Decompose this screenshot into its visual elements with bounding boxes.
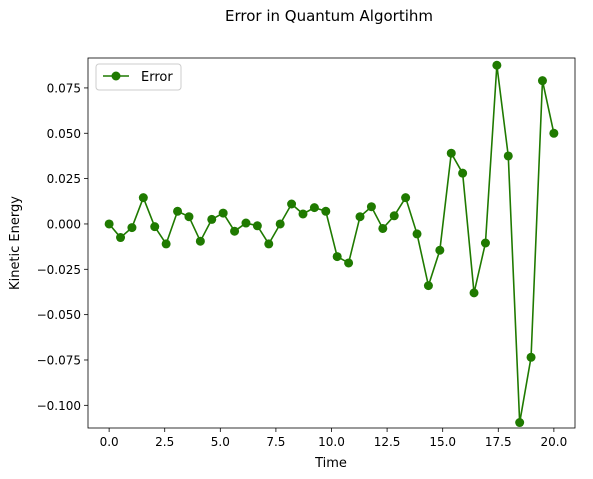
legend: Error xyxy=(96,64,181,90)
x-tick-label: 12.5 xyxy=(374,435,401,449)
y-tick-label: 0.050 xyxy=(47,127,81,141)
data-point xyxy=(276,219,285,228)
y-tick-label: −0.050 xyxy=(37,308,81,322)
x-tick-label: 0.0 xyxy=(100,435,119,449)
data-point xyxy=(458,169,467,178)
legend-label-error: Error xyxy=(141,70,173,85)
data-point xyxy=(549,129,558,138)
data-point xyxy=(356,212,365,221)
plot-marks xyxy=(105,61,559,427)
y-tick-label: −0.025 xyxy=(37,263,81,277)
x-tick-label: 7.5 xyxy=(266,435,285,449)
data-point xyxy=(230,227,239,236)
data-point xyxy=(321,207,330,216)
data-point xyxy=(435,246,444,255)
data-point xyxy=(298,209,307,218)
data-point xyxy=(184,212,193,221)
data-point xyxy=(139,193,148,202)
plot-frame xyxy=(88,58,575,428)
data-point xyxy=(333,252,342,261)
data-point xyxy=(527,353,536,362)
data-point xyxy=(344,258,353,267)
y-axis-label: Kinetic Energy xyxy=(8,196,23,290)
data-point xyxy=(378,224,387,233)
data-point xyxy=(116,233,125,242)
legend-marker xyxy=(112,72,121,81)
x-axis: 0.0 2.5 5.0 7.5 10.0 12.5 15.0 17.5 20.0 xyxy=(100,428,568,449)
y-tick-label: 0.025 xyxy=(47,172,81,186)
data-point xyxy=(447,149,456,158)
chart-title: Error in Quantum Algortihm xyxy=(225,7,433,25)
x-tick-label: 2.5 xyxy=(155,435,174,449)
y-tick-label: 0.075 xyxy=(47,81,81,95)
data-point xyxy=(127,223,136,232)
data-point xyxy=(287,200,296,209)
data-point xyxy=(367,202,376,211)
x-tick-label: 10.0 xyxy=(318,435,345,449)
data-point xyxy=(105,219,114,228)
x-tick-label: 15.0 xyxy=(429,435,456,449)
data-point xyxy=(150,222,159,231)
data-point xyxy=(264,239,273,248)
data-point xyxy=(310,203,319,212)
data-point xyxy=(401,193,410,202)
data-point xyxy=(413,229,422,238)
data-point xyxy=(538,76,547,85)
data-point xyxy=(207,215,216,224)
data-point xyxy=(162,239,171,248)
data-point xyxy=(241,219,250,228)
data-point xyxy=(219,209,228,218)
data-point xyxy=(424,281,433,290)
y-tick-label: −0.100 xyxy=(37,399,81,413)
x-tick-label: 5.0 xyxy=(211,435,230,449)
data-point xyxy=(492,61,501,70)
data-point xyxy=(196,237,205,246)
data-point xyxy=(504,151,513,160)
x-tick-label: 17.5 xyxy=(485,435,512,449)
x-axis-label: Time xyxy=(314,456,347,471)
data-point xyxy=(515,418,524,427)
y-axis: −0.100 −0.075 −0.050 −0.025 0.000 0.025 0.050 0… xyxy=(37,81,88,412)
data-point xyxy=(470,288,479,297)
y-tick-label: 0.000 xyxy=(47,217,81,231)
data-point xyxy=(481,239,490,248)
data-point xyxy=(390,211,399,220)
y-tick-label: −0.075 xyxy=(37,353,81,367)
data-point xyxy=(253,221,262,230)
data-point xyxy=(173,207,182,216)
x-tick-label: 20.0 xyxy=(541,435,568,449)
